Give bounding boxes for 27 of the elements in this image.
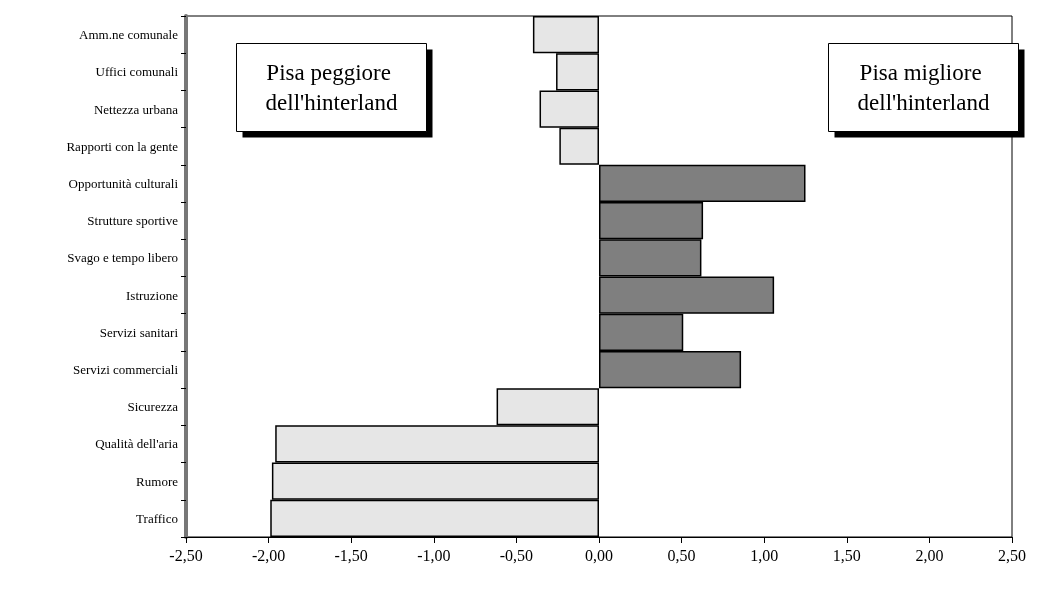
y-tick-label: Rumore: [136, 473, 179, 489]
y-tick-label: Strutture sportive: [87, 213, 179, 229]
x-tick-label: -0,50: [499, 546, 534, 564]
x-tick-label: 0,50: [667, 546, 696, 564]
y-tick-label: Amm.ne comunale: [79, 27, 179, 43]
x-tick-label: 0,00: [585, 546, 613, 564]
annotation: Pisa peggiore dell'hinterland: [265, 60, 398, 115]
y-tick-label: Servizi sanitari: [99, 324, 179, 340]
y-tick-label: Traffico: [136, 510, 178, 526]
x-tick-label: 1,00: [750, 546, 779, 564]
x-tick-label: -2,50: [169, 546, 203, 564]
x-tick-label: 1,50: [832, 546, 861, 564]
y-tick-label: Sicurezza: [127, 399, 179, 415]
annotation: Pisa migliore dell'hinterland: [857, 60, 990, 115]
y-tick-label: Qualità dell'aria: [95, 436, 179, 452]
x-tick-label: -1,50: [334, 546, 368, 564]
y-tick-label: Svago e tempo libero: [67, 250, 178, 266]
y-tick-label: Nettezza urbana: [93, 101, 179, 117]
y-tick-label: Servizi commerciali: [72, 362, 179, 378]
x-tick-label: -1,00: [417, 546, 451, 564]
y-tick-label: Opportunità culturali: [68, 175, 179, 191]
y-tick-label: Uffici comunali: [95, 64, 179, 80]
x-tick-label: 2,00: [915, 546, 944, 564]
y-tick-label: Rapporti con la gente: [66, 138, 179, 154]
x-tick-label: -2,00: [251, 546, 286, 564]
y-tick-label: Istruzione: [126, 287, 179, 303]
x-tick-label: 2,50: [998, 546, 1026, 564]
